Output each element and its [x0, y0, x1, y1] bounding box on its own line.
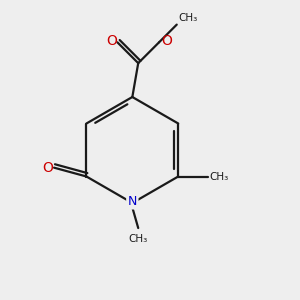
Text: CH₃: CH₃	[178, 13, 197, 23]
Text: O: O	[161, 34, 172, 48]
Text: N: N	[128, 195, 137, 208]
Text: CH₃: CH₃	[129, 234, 148, 244]
Text: O: O	[42, 161, 53, 175]
Text: O: O	[107, 34, 118, 48]
Text: CH₃: CH₃	[209, 172, 228, 182]
